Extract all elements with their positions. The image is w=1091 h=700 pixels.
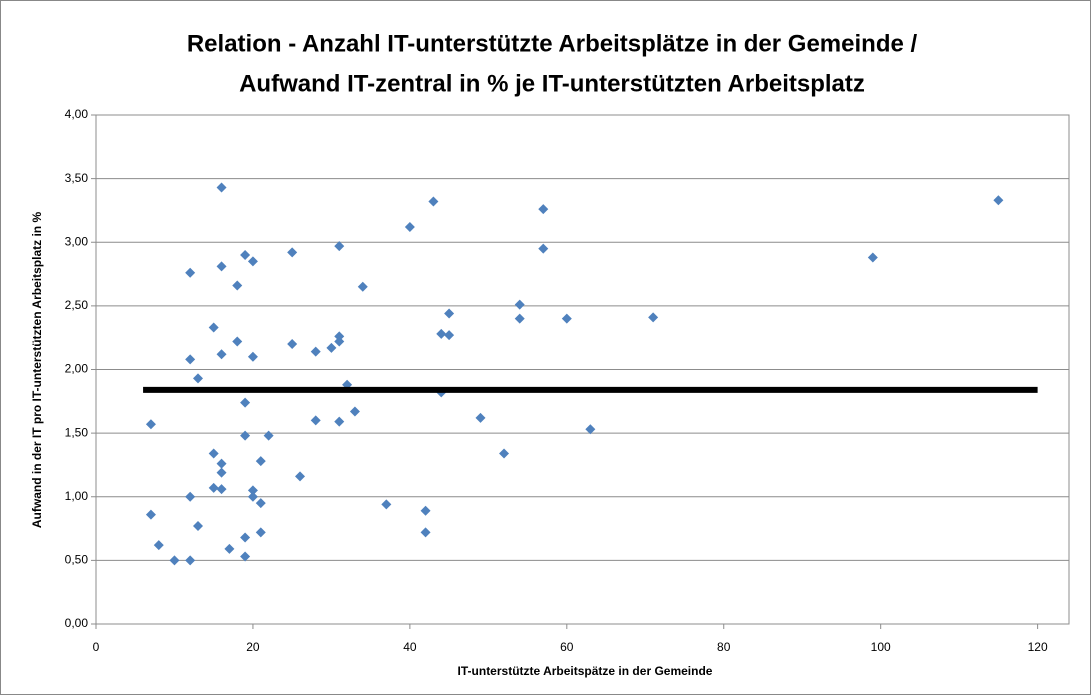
plot-area bbox=[95, 114, 1070, 625]
y-tick-label: 1,00 bbox=[65, 489, 89, 503]
point bbox=[240, 249, 251, 260]
point bbox=[428, 196, 439, 207]
point bbox=[287, 339, 298, 350]
x-tick-label: 0 bbox=[93, 640, 100, 654]
point bbox=[475, 412, 486, 423]
point bbox=[185, 354, 196, 365]
point bbox=[145, 419, 156, 430]
y-tick-label: 4,00 bbox=[65, 107, 89, 121]
point bbox=[153, 540, 164, 551]
point bbox=[310, 415, 321, 426]
x-tick-label: 100 bbox=[871, 640, 891, 654]
point bbox=[255, 498, 266, 509]
point bbox=[561, 313, 572, 324]
point bbox=[334, 336, 345, 347]
point bbox=[247, 256, 258, 267]
y-tick-label: 0,50 bbox=[65, 553, 89, 567]
point bbox=[404, 221, 415, 232]
point bbox=[287, 247, 298, 258]
x-tick-label: 80 bbox=[717, 640, 731, 654]
point bbox=[310, 346, 321, 357]
point bbox=[185, 267, 196, 278]
x-axis-label: IT-unterstützte Arbeitspätze in der Geme… bbox=[458, 664, 713, 678]
point bbox=[208, 448, 219, 459]
y-axis-label: Aufwand in der IT pro IT-unterstützten A… bbox=[30, 212, 44, 529]
chart-title: Aufwand IT-zentral in % je IT-unterstütz… bbox=[239, 70, 865, 97]
point bbox=[240, 397, 251, 408]
point bbox=[420, 505, 431, 516]
point bbox=[334, 416, 345, 427]
point bbox=[185, 491, 196, 502]
point bbox=[216, 467, 227, 478]
point bbox=[208, 322, 219, 333]
point bbox=[357, 281, 368, 292]
point bbox=[444, 308, 455, 319]
x-tick-label: 20 bbox=[246, 640, 260, 654]
point bbox=[444, 330, 455, 341]
point bbox=[255, 527, 266, 538]
point bbox=[185, 555, 196, 566]
point bbox=[993, 195, 1004, 206]
point bbox=[867, 252, 878, 263]
point bbox=[247, 485, 258, 496]
point bbox=[381, 499, 392, 510]
point bbox=[255, 456, 266, 467]
point bbox=[169, 555, 180, 566]
x-tick-label: 120 bbox=[1028, 640, 1048, 654]
point bbox=[349, 406, 360, 417]
point bbox=[193, 521, 204, 532]
x-tick-label: 40 bbox=[403, 640, 417, 654]
point bbox=[240, 551, 251, 562]
point bbox=[436, 328, 447, 339]
point bbox=[334, 241, 345, 252]
x-tick-label: 60 bbox=[560, 640, 574, 654]
point bbox=[247, 491, 258, 502]
point bbox=[232, 336, 243, 347]
point bbox=[538, 204, 549, 215]
point bbox=[334, 331, 345, 342]
point bbox=[232, 280, 243, 291]
point bbox=[240, 430, 251, 441]
point bbox=[145, 509, 156, 520]
point bbox=[295, 471, 306, 482]
point bbox=[585, 424, 596, 435]
point bbox=[216, 458, 227, 469]
y-tick-label: 3,00 bbox=[65, 234, 89, 248]
point bbox=[514, 313, 525, 324]
point bbox=[247, 351, 258, 362]
chart-title: Relation - Anzahl IT-unterstützte Arbeit… bbox=[187, 30, 918, 57]
y-tick-label: 1,50 bbox=[65, 425, 89, 439]
point bbox=[216, 261, 227, 272]
point bbox=[538, 243, 549, 254]
y-tick-label: 3,50 bbox=[65, 171, 89, 185]
y-tick-label: 2,00 bbox=[65, 362, 89, 376]
point bbox=[193, 373, 204, 384]
point bbox=[420, 527, 431, 538]
y-tick-label: 0,00 bbox=[65, 616, 89, 630]
y-tick-label: 2,50 bbox=[65, 298, 89, 312]
point bbox=[224, 543, 235, 554]
point bbox=[514, 299, 525, 310]
point bbox=[216, 182, 227, 193]
point bbox=[326, 342, 337, 353]
point bbox=[216, 349, 227, 360]
point bbox=[499, 448, 510, 459]
point bbox=[208, 482, 219, 493]
point bbox=[240, 532, 251, 543]
point bbox=[648, 312, 659, 323]
point bbox=[216, 484, 227, 495]
point bbox=[263, 430, 274, 441]
